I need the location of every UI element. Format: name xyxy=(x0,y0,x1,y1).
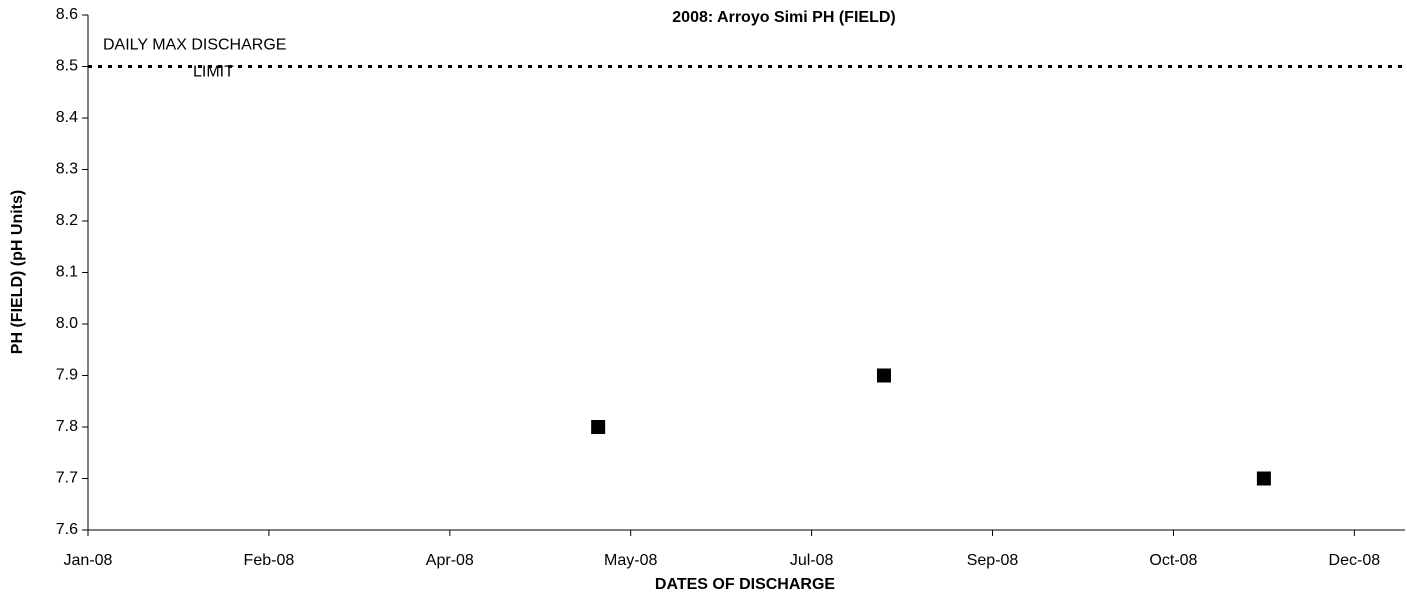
y-axis-label: PH (FIELD) (pH Units) xyxy=(9,190,26,354)
limit-label: LIMIT xyxy=(193,64,234,81)
data-point xyxy=(1256,471,1271,486)
x-tick-label: Jan-08 xyxy=(64,552,113,569)
y-tick-label: 8.6 xyxy=(56,6,78,23)
chart-title: 2008: Arroyo Simi PH (FIELD) xyxy=(672,9,895,26)
x-tick-label: Sep-08 xyxy=(967,552,1019,569)
y-tick-label: 8.0 xyxy=(56,315,78,332)
x-tick-label: Apr-08 xyxy=(426,552,474,569)
data-point xyxy=(876,368,891,383)
x-tick-label: Feb-08 xyxy=(244,552,295,569)
y-tick-label: 8.4 xyxy=(56,109,78,126)
data-point xyxy=(591,420,606,434)
x-tick-label: Oct-08 xyxy=(1149,552,1197,569)
y-tick-label: 8.1 xyxy=(56,264,78,281)
y-tick-label: 7.8 xyxy=(56,418,78,435)
y-tick-label: 7.9 xyxy=(56,367,78,384)
y-tick-label: 7.7 xyxy=(56,470,78,487)
x-tick-label: May-08 xyxy=(604,552,657,569)
y-tick-label: 8.5 xyxy=(56,58,78,75)
y-tick-label: 8.2 xyxy=(56,212,78,229)
limit-label: DAILY MAX DISCHARGE xyxy=(103,37,286,54)
x-axis-label: DATES OF DISCHARGE xyxy=(655,576,835,593)
y-tick-label: 8.3 xyxy=(56,161,78,178)
x-tick-label: Dec-08 xyxy=(1329,552,1381,569)
x-tick-label: Jul-08 xyxy=(790,552,834,569)
y-tick-label: 7.6 xyxy=(56,521,78,538)
